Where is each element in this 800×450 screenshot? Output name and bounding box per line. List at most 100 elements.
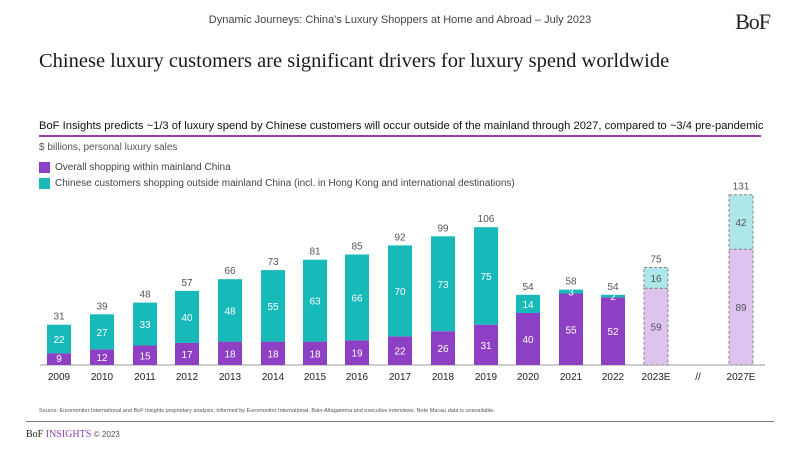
data-label-outside-2011: 33 bbox=[139, 320, 151, 331]
data-label-mainland-2014: 18 bbox=[267, 349, 279, 360]
bar-outside-2020 bbox=[516, 294, 540, 313]
legend-swatch-mainland bbox=[39, 162, 50, 173]
bar-outside-2019 bbox=[474, 227, 498, 325]
x-tick-label-2013: 2013 bbox=[219, 372, 242, 383]
data-label-outside-2027E: 42 bbox=[735, 218, 747, 229]
x-tick-label-2018: 2018 bbox=[432, 372, 455, 383]
data-label-outside-2017: 70 bbox=[394, 287, 406, 298]
bar-mainland-2022 bbox=[601, 297, 625, 365]
data-label-mainland-2023E: 59 bbox=[650, 323, 662, 334]
bar-mainland-2011 bbox=[133, 345, 157, 365]
footer-divider bbox=[26, 421, 774, 422]
total-label-2010: 39 bbox=[96, 301, 108, 312]
bar-outside-2014 bbox=[261, 270, 285, 342]
unit-label: $ billions, personal luxury sales bbox=[39, 142, 178, 153]
bar-outside-2022 bbox=[601, 294, 625, 298]
data-label-outside-2016: 66 bbox=[351, 293, 363, 304]
total-label-2018: 99 bbox=[437, 223, 449, 234]
data-label-mainland-2009: 9 bbox=[56, 354, 62, 365]
legend-label: Chinese customers shopping outside mainl… bbox=[55, 178, 515, 189]
bar-mainland-2010 bbox=[90, 349, 114, 365]
footer-brand-suffix: INSIGHTS bbox=[45, 429, 92, 440]
bar-outside-2018 bbox=[431, 236, 455, 332]
bar-outside-2013 bbox=[218, 279, 242, 342]
data-label-outside-2022: 2 bbox=[610, 292, 616, 303]
total-label-2014: 73 bbox=[267, 257, 279, 268]
data-label-outside-2018: 73 bbox=[437, 280, 449, 291]
x-tick-label-2023E: 2023E bbox=[642, 372, 671, 383]
total-label-2021: 58 bbox=[565, 277, 577, 288]
bof-logo: BoF bbox=[735, 9, 771, 34]
bar-outside-2010 bbox=[90, 314, 114, 350]
total-label-2015: 81 bbox=[309, 247, 321, 258]
data-label-outside-2009: 22 bbox=[53, 335, 65, 346]
bar-outside-2012 bbox=[175, 290, 199, 343]
bar-mainland-2015 bbox=[303, 341, 327, 365]
data-label-mainland-2015: 18 bbox=[309, 349, 321, 360]
bar-mainland-2019 bbox=[474, 324, 498, 365]
bar-mainland-2023E bbox=[643, 287, 669, 366]
total-label-2022: 54 bbox=[607, 282, 619, 293]
data-label-mainland-2013: 18 bbox=[224, 349, 236, 360]
total-label-2019: 106 bbox=[478, 214, 495, 225]
data-label-outside-2023E: 16 bbox=[650, 274, 662, 285]
bar-mainland-2027E bbox=[728, 248, 754, 366]
x-tick-label-2017: 2017 bbox=[389, 372, 412, 383]
bar-outside-2011 bbox=[133, 302, 157, 346]
report-title: Dynamic Journeys: China's Luxury Shopper… bbox=[208, 14, 592, 26]
x-tick-label-2011: 2011 bbox=[134, 372, 156, 383]
bar-outside-2023E bbox=[643, 267, 669, 289]
x-tick-label-2012: 2012 bbox=[176, 372, 199, 383]
x-tick-label-2016: 2016 bbox=[346, 372, 369, 383]
data-label-outside-2012: 40 bbox=[181, 313, 193, 324]
data-label-outside-2020: 14 bbox=[522, 300, 534, 311]
x-tick-label-2019: 2019 bbox=[475, 372, 498, 383]
source-note: Source: Euromonitor International and Bo… bbox=[39, 408, 495, 414]
bar-mainland-2014 bbox=[261, 341, 285, 365]
legend-item-mainland: Overall shopping within mainland China bbox=[39, 162, 231, 173]
x-tick-label-2022: 2022 bbox=[602, 372, 625, 383]
data-label-mainland-2018: 26 bbox=[437, 344, 449, 355]
bar-mainland-2012 bbox=[175, 342, 199, 365]
footer-copyright: © 2023 bbox=[93, 430, 120, 439]
chart-subtitle: BoF Insights predicts ~1/3 of luxury spe… bbox=[39, 120, 763, 137]
total-label-2017: 92 bbox=[394, 232, 406, 243]
data-label-mainland-2016: 19 bbox=[351, 349, 363, 360]
data-label-mainland-2022: 52 bbox=[607, 327, 619, 338]
slide-title: Chinese luxury customers are significant… bbox=[39, 50, 670, 72]
bar-outside-2009 bbox=[47, 324, 71, 354]
data-label-mainland-2017: 22 bbox=[394, 347, 406, 358]
data-label-mainland-2010: 12 bbox=[96, 353, 108, 364]
total-label-2013: 66 bbox=[224, 266, 236, 277]
data-label-mainland-2027E: 89 bbox=[735, 303, 747, 314]
data-label-mainland-2012: 17 bbox=[181, 350, 193, 361]
bar-mainland-2018 bbox=[431, 331, 455, 365]
footer: BoF INSIGHTS © 2023 bbox=[26, 429, 120, 440]
data-label-outside-2019: 75 bbox=[480, 272, 492, 283]
bar-outside-2027E bbox=[728, 194, 754, 250]
axis-break-label: // bbox=[695, 372, 701, 383]
data-label-outside-2015: 63 bbox=[309, 297, 321, 308]
data-label-mainland-2021: 55 bbox=[565, 325, 577, 336]
data-label-outside-2021: 3 bbox=[568, 288, 574, 299]
x-tick-label-2027E: 2027E bbox=[727, 372, 756, 383]
bar-mainland-2016 bbox=[345, 340, 369, 365]
bar-outside-2017 bbox=[388, 245, 412, 337]
x-tick-label-2010: 2010 bbox=[91, 372, 114, 383]
bar-outside-2016 bbox=[345, 254, 369, 341]
bar-mainland-2009 bbox=[47, 353, 71, 365]
x-tick-label-2009: 2009 bbox=[48, 372, 71, 383]
total-label-2020: 54 bbox=[522, 282, 534, 293]
x-tick-label-2015: 2015 bbox=[304, 372, 327, 383]
bar-mainland-2021 bbox=[559, 293, 583, 365]
legend-label: Overall shopping within mainland China bbox=[55, 162, 231, 173]
footer-brand: BoF bbox=[26, 429, 44, 440]
x-tick-label-2014: 2014 bbox=[262, 372, 285, 383]
total-label-2012: 57 bbox=[181, 278, 193, 289]
data-label-outside-2014: 55 bbox=[267, 302, 279, 313]
data-label-outside-2013: 48 bbox=[224, 306, 236, 317]
total-label-2011: 48 bbox=[139, 290, 151, 301]
x-tick-label-2020: 2020 bbox=[517, 372, 540, 383]
bar-mainland-2013 bbox=[218, 341, 242, 365]
